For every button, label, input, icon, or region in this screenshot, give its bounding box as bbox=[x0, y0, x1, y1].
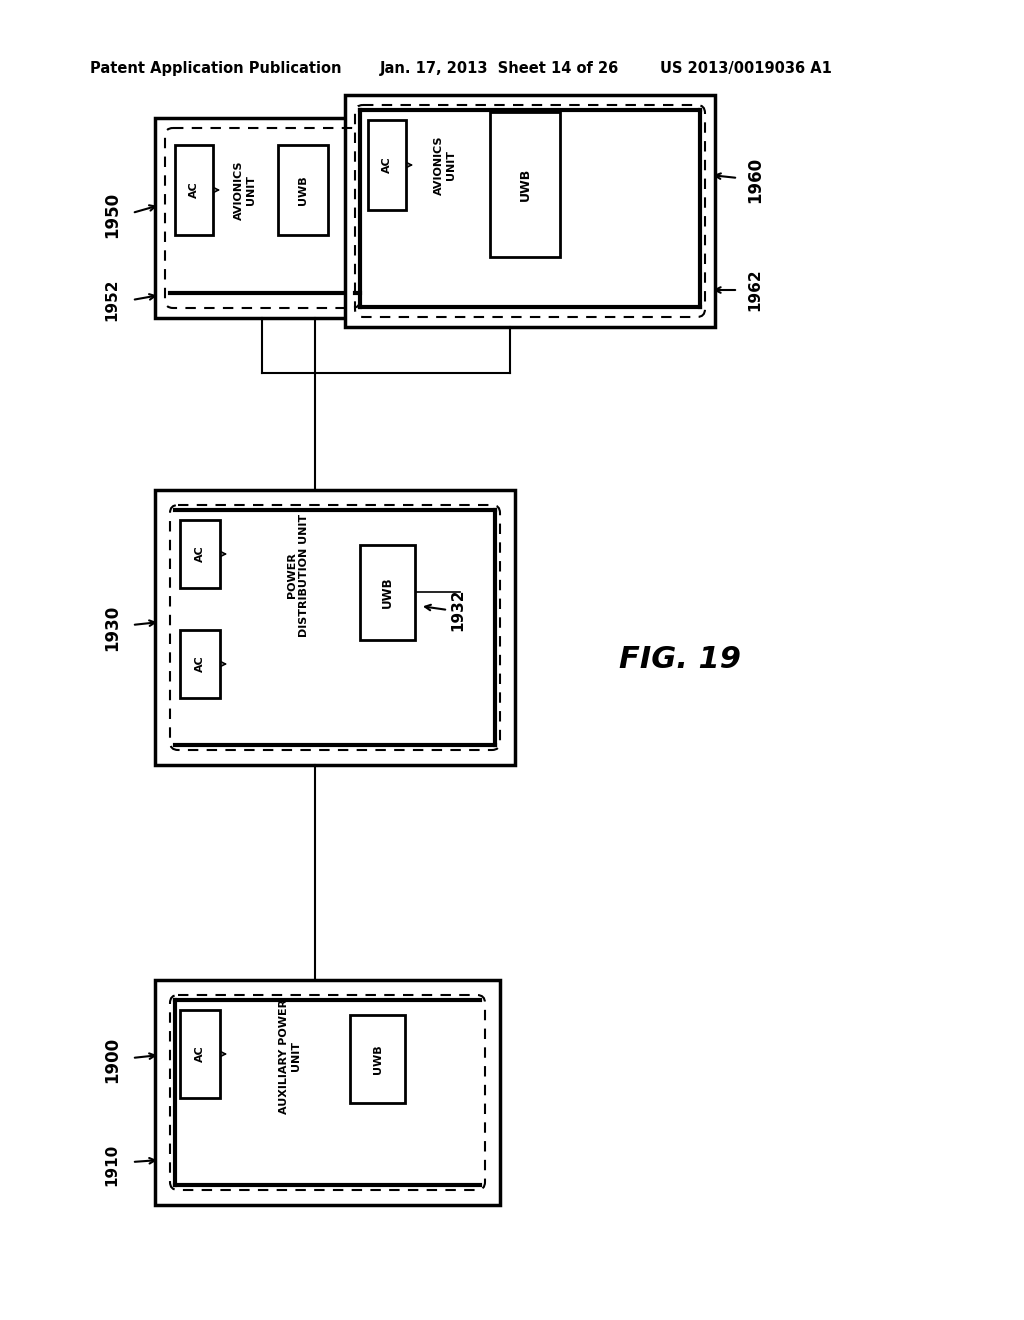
Text: AC: AC bbox=[195, 545, 205, 562]
Bar bbox=[368, 120, 406, 210]
Text: Patent Application Publication: Patent Application Publication bbox=[90, 61, 341, 75]
Text: AC: AC bbox=[189, 182, 199, 198]
Text: 1932: 1932 bbox=[451, 589, 466, 631]
Text: AC: AC bbox=[195, 656, 205, 672]
Text: 1930: 1930 bbox=[103, 605, 121, 651]
Bar bbox=[180, 630, 220, 698]
Bar bbox=[360, 545, 415, 640]
Bar bbox=[175, 145, 213, 235]
Text: Jan. 17, 2013  Sheet 14 of 26: Jan. 17, 2013 Sheet 14 of 26 bbox=[380, 61, 620, 75]
Text: UWB: UWB bbox=[298, 176, 308, 205]
Text: 1910: 1910 bbox=[104, 1144, 120, 1187]
Bar bbox=[180, 520, 220, 587]
Bar bbox=[180, 1010, 220, 1098]
Bar bbox=[345, 95, 715, 327]
Text: 1962: 1962 bbox=[748, 269, 763, 312]
Text: 1960: 1960 bbox=[746, 157, 764, 203]
Text: AVIONICS
UNIT: AVIONICS UNIT bbox=[234, 160, 256, 219]
Text: AUXILIARY POWER
UNIT: AUXILIARY POWER UNIT bbox=[280, 998, 301, 1114]
Text: 1952: 1952 bbox=[104, 279, 120, 321]
Bar bbox=[490, 112, 560, 257]
Text: AVIONICS
UNIT: AVIONICS UNIT bbox=[434, 135, 456, 195]
Text: AC: AC bbox=[382, 157, 392, 173]
Text: UWB: UWB bbox=[373, 1044, 383, 1073]
Text: AC: AC bbox=[195, 1045, 205, 1063]
Bar bbox=[155, 979, 500, 1205]
Text: US 2013/0019036 A1: US 2013/0019036 A1 bbox=[660, 61, 831, 75]
Text: 1950: 1950 bbox=[103, 191, 121, 238]
Bar bbox=[155, 490, 515, 766]
Text: UWB: UWB bbox=[518, 168, 531, 201]
Text: UWB: UWB bbox=[381, 577, 394, 609]
Text: POWER
DISTRIBUTION UNIT: POWER DISTRIBUTION UNIT bbox=[287, 513, 309, 636]
Text: 1900: 1900 bbox=[103, 1038, 121, 1084]
Bar bbox=[155, 117, 370, 318]
Text: FIG. 19: FIG. 19 bbox=[618, 645, 741, 675]
Bar bbox=[350, 1015, 406, 1104]
Bar bbox=[278, 145, 328, 235]
